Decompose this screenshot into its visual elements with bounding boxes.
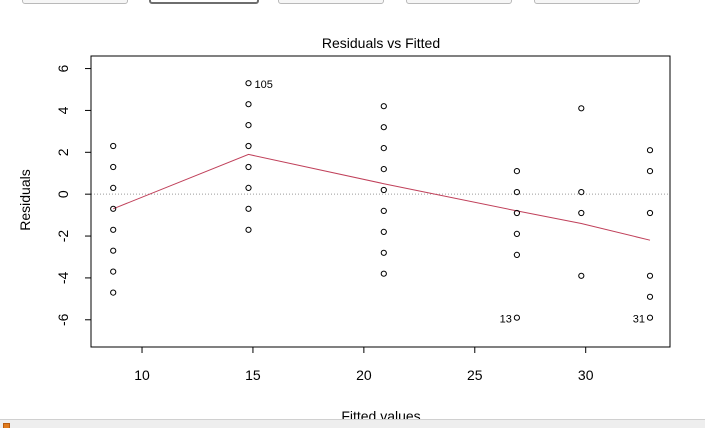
x-tick-label: 20	[356, 367, 372, 383]
residuals-vs-fitted-plot: Residuals vs Fitted Fitted values Residu…	[17, 35, 671, 419]
data-point	[380, 249, 387, 256]
x-axis: 10 15 20 25 30	[134, 346, 594, 383]
data-point	[578, 272, 585, 279]
x-tick-label: 25	[467, 367, 483, 383]
y-axis-label: Residuals	[17, 169, 33, 230]
chart-title: Residuals vs Fitted	[322, 35, 440, 51]
x-tick-label: 10	[134, 367, 150, 383]
data-point	[110, 184, 117, 191]
toolbar-button-3[interactable]	[278, 0, 384, 4]
data-point	[380, 145, 387, 152]
toolbar-button-1[interactable]	[22, 0, 128, 4]
y-tick-label: 6	[55, 64, 71, 72]
plot-toolbar	[0, 0, 705, 8]
points-layer: 105 13 31	[110, 79, 654, 326]
point-label: 105	[255, 79, 273, 91]
data-point	[245, 184, 252, 191]
smooth-trend-line	[113, 153, 651, 241]
x-tick-label: 15	[245, 367, 261, 383]
data-point	[646, 168, 654, 175]
data-point	[110, 163, 117, 171]
y-tick-label: -4	[55, 271, 71, 284]
data-point	[513, 209, 521, 217]
status-bar	[0, 419, 705, 428]
data-point	[380, 166, 387, 173]
x-axis-label: Fitted values	[341, 408, 420, 419]
data-point	[380, 186, 387, 194]
data-point	[513, 230, 521, 237]
data-point	[110, 289, 117, 296]
data-point	[245, 163, 252, 171]
data-point	[110, 268, 117, 275]
data-point	[245, 101, 252, 108]
data-point	[513, 314, 521, 321]
data-point	[380, 124, 387, 131]
point-label: 31	[633, 314, 645, 326]
data-point	[245, 142, 252, 150]
plot-frame	[90, 55, 671, 348]
data-point	[646, 314, 654, 321]
toolbar-button-4[interactable]	[406, 0, 512, 4]
y-tick-label: -2	[55, 230, 71, 243]
data-point	[578, 189, 585, 196]
toolbar-button-2[interactable]	[149, 0, 259, 4]
data-point	[245, 122, 252, 129]
y-tick-label: 2	[55, 148, 71, 156]
data-point	[646, 147, 654, 154]
data-point	[110, 247, 117, 254]
data-point	[513, 251, 521, 258]
data-point	[110, 205, 117, 212]
data-point	[110, 142, 117, 150]
y-tick-label: 4	[55, 106, 71, 114]
data-point	[110, 226, 117, 233]
data-point	[646, 293, 654, 300]
data-point	[646, 272, 654, 279]
data-point	[245, 205, 252, 212]
x-tick-label: 30	[578, 367, 594, 383]
data-point	[646, 209, 654, 217]
toolbar-button-5[interactable]	[534, 0, 640, 4]
data-point	[578, 105, 585, 112]
point-label: 13	[500, 314, 512, 326]
y-axis: -6 -4 -2 0 2 4 6	[55, 64, 92, 326]
y-tick-label: -6	[55, 313, 71, 326]
data-point	[380, 207, 387, 214]
data-point	[245, 80, 252, 87]
y-tick-label: 0	[55, 190, 71, 198]
data-point	[380, 228, 387, 235]
data-point	[513, 189, 521, 196]
data-point	[380, 270, 387, 277]
data-point	[245, 226, 252, 233]
console-icon	[3, 423, 10, 428]
data-point	[513, 168, 521, 175]
data-point	[380, 103, 387, 110]
data-point	[578, 209, 585, 217]
